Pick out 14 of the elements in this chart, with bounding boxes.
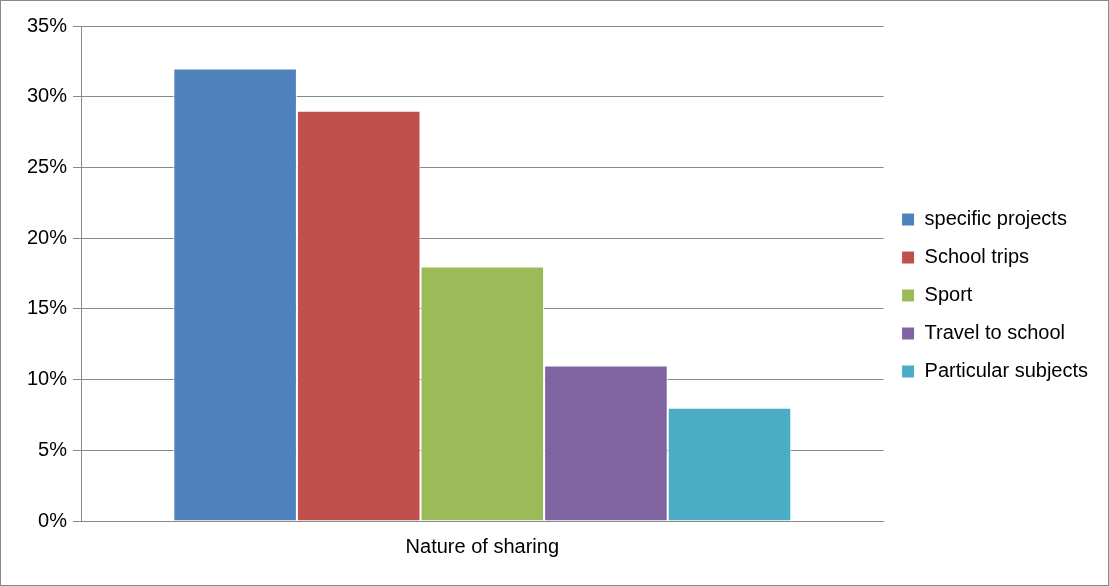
y-tick-label: 0% <box>38 508 68 531</box>
y-tick-label: 35% <box>27 13 68 36</box>
y-tick-label: 25% <box>27 154 68 177</box>
legend-label: Particular subjects <box>924 359 1089 382</box>
legend-label: Sport <box>924 283 973 306</box>
y-tick-label: 5% <box>38 437 68 460</box>
legend-label: Travel to school <box>924 321 1066 344</box>
y-tick-label: 10% <box>27 367 68 390</box>
y-tick-label: 30% <box>27 84 68 107</box>
y-tick-label: 15% <box>27 296 68 319</box>
legend-label: School trips <box>924 245 1030 268</box>
x-tick-label: Nature of sharing <box>405 534 560 557</box>
y-tick-label: 20% <box>27 225 68 248</box>
legend-label: specific projects <box>924 207 1067 230</box>
